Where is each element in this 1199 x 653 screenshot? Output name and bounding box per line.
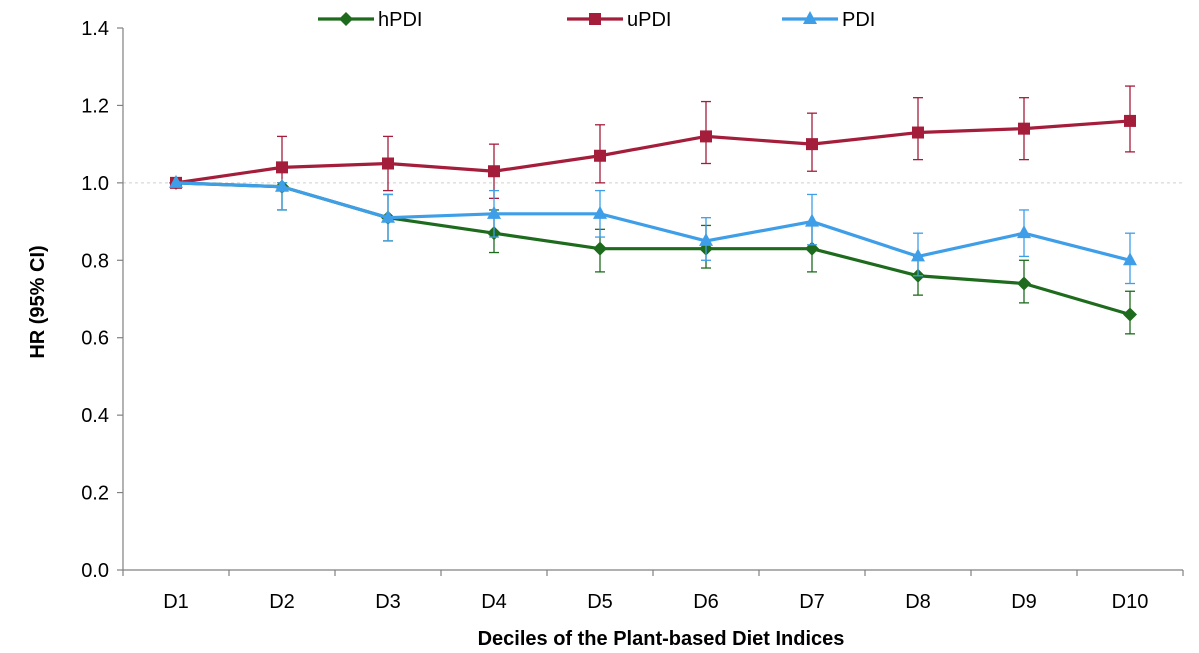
series-pdi	[169, 174, 1137, 285]
y-tick-labels: 0.0 0.2 0.4 0.6 0.8 1.0 1.2 1.4	[81, 18, 109, 582]
data-point-hpdi	[593, 241, 607, 256]
series-updi	[170, 85, 1136, 199]
legend-marker-pdi	[803, 11, 817, 24]
legend-item-updi: uPDI	[567, 9, 671, 31]
y-axis-title: HR (95% CI)	[27, 245, 49, 358]
data-point-pdi	[275, 178, 289, 192]
data-point-pdi	[487, 205, 501, 219]
series-layer	[169, 85, 1137, 335]
x-tick-label: D8	[905, 591, 931, 613]
data-point-updi	[276, 161, 288, 174]
x-tick-label: D3	[375, 591, 401, 613]
y-tick-label: 1.2	[81, 95, 109, 117]
x-tick-label: D1	[163, 591, 189, 613]
data-point-pdi	[381, 209, 395, 223]
y-tick-label: 1.0	[81, 173, 109, 195]
x-tick-label: D7	[799, 591, 825, 613]
x-tick-label: D2	[269, 591, 295, 613]
x-tick-label: D4	[481, 591, 507, 613]
x-tick-label: D10	[1112, 591, 1149, 613]
legend-label-updi: uPDI	[627, 9, 671, 31]
y-tick-label: 0.2	[81, 483, 109, 505]
legend-item-hpdi: hPDI	[318, 9, 422, 31]
legend-marker-hpdi	[339, 12, 353, 26]
data-point-updi	[806, 138, 818, 151]
legend-item-pdi: PDI	[782, 9, 875, 31]
y-tick-label: 0.8	[81, 250, 109, 272]
data-point-pdi	[805, 213, 819, 227]
y-tick-label: 0.4	[81, 405, 109, 427]
data-point-updi	[700, 130, 712, 143]
data-point-updi	[382, 157, 394, 170]
y-tick-label: 0.0	[81, 560, 109, 582]
y-tick-label: 1.4	[81, 18, 109, 40]
data-point-updi	[1018, 122, 1030, 135]
series-line-hpdi	[175, 181, 1131, 317]
y-tick-label: 0.6	[81, 328, 109, 350]
series-line-updi	[175, 119, 1131, 185]
data-point-pdi	[911, 248, 925, 262]
data-point-pdi	[593, 205, 607, 219]
legend: hPDI uPDI PDI	[318, 9, 875, 31]
data-point-hpdi	[1017, 276, 1031, 291]
legend-label-hpdi: hPDI	[378, 9, 422, 31]
legend-label-pdi: PDI	[842, 9, 875, 31]
series-hpdi	[169, 175, 1137, 335]
x-tick-labels: D1 D2 D3 D4 D5 D6 D7 D8 D9 D10	[163, 591, 1148, 613]
data-point-updi	[1124, 114, 1136, 127]
x-axis-title: Deciles of the Plant-based Diet Indices	[478, 628, 845, 650]
data-point-pdi	[1017, 225, 1031, 239]
data-point-pdi	[1123, 252, 1137, 266]
series-line-pdi	[175, 181, 1131, 262]
data-point-updi	[488, 165, 500, 178]
axes	[117, 27, 1184, 576]
data-point-updi	[594, 149, 606, 162]
legend-marker-updi	[589, 13, 601, 25]
data-point-pdi	[169, 174, 183, 188]
x-tick-label: D6	[693, 591, 719, 613]
data-point-hpdi	[1123, 307, 1137, 322]
data-point-updi	[912, 126, 924, 139]
x-tick-label: D9	[1011, 591, 1037, 613]
data-point-pdi	[699, 232, 713, 246]
x-tick-label: D5	[587, 591, 613, 613]
